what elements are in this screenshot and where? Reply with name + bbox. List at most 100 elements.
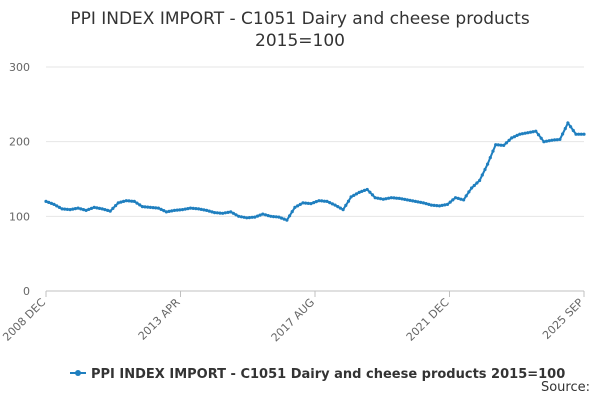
data-point: [87, 207, 91, 211]
data-point: [491, 149, 495, 153]
data-point: [470, 186, 474, 190]
data-point: [416, 200, 420, 204]
data-point: [462, 198, 466, 202]
data-point: [140, 205, 144, 209]
data-point: [207, 209, 211, 213]
data-point: [569, 125, 573, 129]
data-point: [245, 216, 249, 220]
data-point: [472, 183, 476, 188]
data-point: [261, 212, 265, 216]
data-point: [582, 132, 586, 136]
data-point: [370, 193, 375, 197]
data-point: [213, 211, 217, 215]
data-point: [239, 215, 243, 219]
data-point: [512, 135, 517, 139]
data-point: [290, 210, 294, 214]
data-point: [49, 201, 54, 205]
data-point: [180, 208, 185, 212]
data-point: [186, 207, 190, 211]
data-point: [170, 209, 174, 213]
data-point: [424, 202, 428, 206]
data-point: [247, 216, 251, 220]
data-point: [127, 199, 131, 203]
data-point: [285, 218, 289, 222]
data-point: [341, 208, 345, 212]
data-point: [478, 178, 482, 183]
source-label: Source:: [540, 380, 590, 395]
data-point: [317, 199, 321, 203]
data-point: [73, 207, 77, 211]
chart-title: PPI INDEX IMPORT - C1051 Dairy and chees…: [0, 8, 600, 52]
data-point: [440, 203, 444, 207]
data-point: [304, 201, 308, 205]
data-point: [403, 197, 407, 201]
data-point: [325, 199, 329, 203]
data-point: [44, 199, 48, 203]
data-point: [172, 208, 177, 212]
data-point: [542, 140, 546, 144]
data-point: [312, 201, 316, 205]
data-point: [250, 215, 254, 219]
x-tick-label: 2021 DEC: [404, 296, 452, 344]
data-point: [57, 205, 62, 209]
data-point: [553, 138, 557, 142]
data-point: [199, 207, 203, 211]
data-point: [221, 211, 225, 215]
data-point: [523, 131, 527, 135]
data-point: [183, 207, 187, 211]
data-point: [68, 208, 72, 212]
data-point: [293, 205, 297, 209]
data-point: [435, 204, 439, 208]
data-point: [419, 200, 423, 204]
data-point: [253, 215, 257, 219]
data-point: [480, 173, 484, 177]
data-point: [400, 197, 404, 201]
data-point: [413, 199, 417, 203]
x-tick-label: 2008 DEC: [0, 296, 48, 344]
data-point: [421, 201, 425, 205]
data-point: [143, 205, 147, 209]
data-point: [467, 190, 471, 194]
data-point: [496, 143, 500, 147]
data-point: [384, 197, 388, 201]
data-point: [445, 202, 450, 206]
data-point: [459, 197, 463, 201]
data-point: [443, 203, 447, 207]
data-point: [475, 181, 479, 185]
data-point: [309, 202, 313, 206]
data-point: [124, 199, 128, 203]
data-point: [534, 129, 538, 133]
data-point: [159, 207, 163, 211]
data-point: [379, 197, 383, 201]
data-point: [197, 207, 201, 211]
data-point: [258, 213, 262, 217]
data-point: [108, 209, 112, 213]
x-tick-label: 2025 SEP: [540, 296, 586, 342]
data-point: [71, 207, 75, 211]
data-point: [111, 206, 115, 210]
data-point: [561, 132, 565, 136]
data-point: [488, 156, 492, 160]
series-line: [45, 121, 584, 222]
data-point: [119, 200, 123, 204]
data-point: [274, 215, 278, 219]
chart-title-line2: 2015=100: [255, 31, 345, 51]
data-point: [79, 207, 83, 211]
data-point: [130, 199, 134, 203]
data-point: [164, 210, 168, 214]
data-point: [175, 208, 179, 212]
data-point: [194, 207, 198, 211]
legend-marker: [75, 370, 81, 376]
data-point: [395, 196, 399, 200]
data-point: [151, 206, 155, 210]
data-point: [499, 143, 503, 147]
data-point: [547, 139, 551, 143]
data-point: [63, 207, 67, 211]
data-point: [360, 189, 364, 193]
data-point: [483, 167, 487, 172]
data-point: [373, 196, 377, 200]
data-point: [263, 213, 268, 217]
data-point: [202, 208, 206, 212]
data-point: [132, 199, 136, 203]
